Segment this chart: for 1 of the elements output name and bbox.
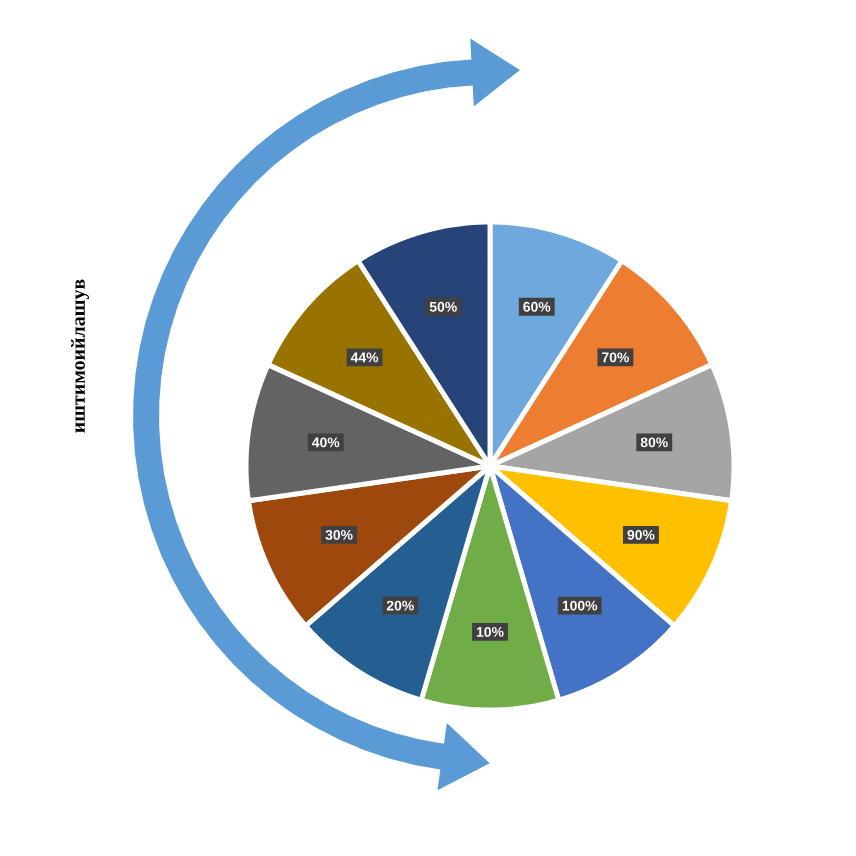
- text: иштимоийлашув: [70, 279, 90, 433]
